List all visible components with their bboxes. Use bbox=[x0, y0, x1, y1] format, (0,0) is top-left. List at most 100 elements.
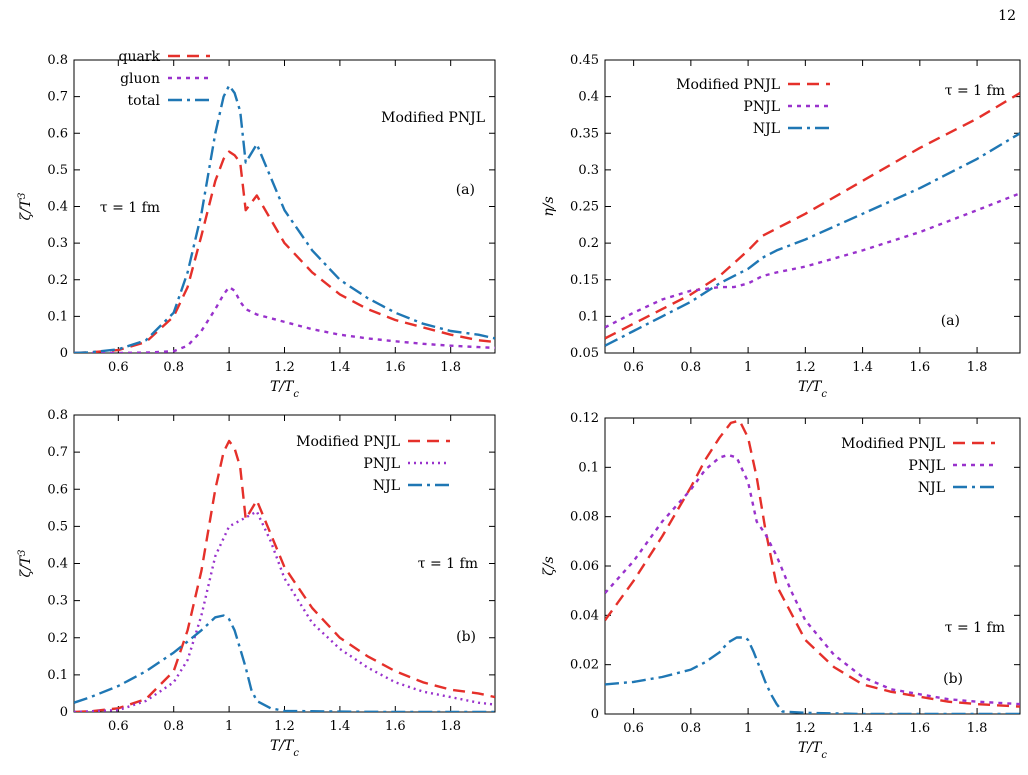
x-tick-label: 1.6 bbox=[909, 360, 930, 375]
legend-label: total bbox=[127, 93, 160, 109]
y-tick-label: 0 bbox=[60, 705, 68, 720]
annotation: (b) bbox=[943, 671, 963, 687]
y-tick-label: 0.1 bbox=[47, 668, 68, 683]
y-tick-label: 0.1 bbox=[578, 309, 599, 324]
x-tick-label: 1.6 bbox=[385, 360, 406, 375]
x-tick-label: 1.2 bbox=[795, 721, 816, 736]
series-line-pnjl bbox=[605, 453, 1020, 706]
x-tick-label: 1.2 bbox=[795, 360, 816, 375]
series-line-quark bbox=[74, 150, 495, 353]
x-tick-label: 0.8 bbox=[681, 721, 702, 736]
x-tick-label: 1.2 bbox=[274, 719, 295, 734]
y-tick-label: 0.3 bbox=[47, 594, 68, 609]
legend-label: PNJL bbox=[743, 99, 780, 115]
x-tick-label: 1.4 bbox=[330, 719, 351, 734]
x-tick-label: 1.2 bbox=[274, 360, 295, 375]
x-axis-label: T/Tc bbox=[270, 379, 299, 400]
y-tick-label: 0.7 bbox=[47, 90, 68, 105]
y-tick-label: 0.2 bbox=[578, 236, 599, 251]
y-tick-label: 0.7 bbox=[47, 445, 68, 460]
y-tick-label: 0.3 bbox=[578, 163, 599, 178]
chart-tr: 0.6 0.8 1 1.2 1.4 1.6 1.8 0.05 0.1 0.15 0.2 0.25 0.3… bbox=[541, 53, 1021, 400]
y-tick-label: 0.8 bbox=[47, 408, 68, 423]
series-line-modified-pnjl bbox=[605, 91, 1020, 340]
y-tick-label: 0 bbox=[60, 346, 68, 361]
x-axis-label: T/Tc bbox=[798, 379, 827, 400]
y-tick-label: 0 bbox=[591, 707, 599, 722]
annotation: (a) bbox=[941, 313, 960, 329]
x-tick-label: 1 bbox=[225, 719, 233, 734]
x-tick-label: 0.8 bbox=[163, 360, 184, 375]
y-tick-label: 0.02 bbox=[570, 658, 599, 673]
legend-label: PNJL bbox=[363, 456, 400, 472]
y-tick-label: 0.5 bbox=[47, 519, 68, 534]
annotation: τ = 1 fm bbox=[100, 200, 160, 216]
x-tick-label: 1.6 bbox=[385, 719, 406, 734]
annotation: τ = 1 fm bbox=[418, 556, 478, 572]
y-tick-label: 0.4 bbox=[47, 557, 68, 572]
series-line-njl bbox=[605, 636, 1020, 714]
legend-label: NJL bbox=[753, 121, 780, 137]
x-tick-label: 1.4 bbox=[852, 360, 873, 375]
page-number: 12 bbox=[998, 8, 1016, 24]
series-line-modified-pnjl bbox=[605, 419, 1020, 708]
legend-label: Modified PNJL bbox=[296, 434, 400, 450]
annotation: τ = 1 fm bbox=[945, 83, 1005, 99]
x-tick-label: 1.4 bbox=[852, 721, 873, 736]
x-tick-label: 0.6 bbox=[623, 360, 644, 375]
legend-label: NJL bbox=[918, 480, 945, 496]
x-tick-label: 0.8 bbox=[163, 719, 184, 734]
x-tick-label: 1.8 bbox=[967, 360, 988, 375]
y-tick-label: 0.35 bbox=[570, 126, 599, 141]
chart-bl: 0.6 0.8 1 1.2 1.4 1.6 1.8 0 0.1 0.2 0.3 0.4 0.5 0.6 0.… bbox=[17, 408, 496, 759]
y-tick-label: 0.1 bbox=[578, 460, 599, 475]
y-tick-label: 0.45 bbox=[570, 53, 599, 68]
legend-label: Modified PNJL bbox=[841, 436, 945, 452]
y-tick-label: 0.1 bbox=[47, 309, 68, 324]
series-line-njl bbox=[605, 132, 1020, 347]
annotation: (b) bbox=[456, 629, 476, 645]
legend-label: gluon bbox=[120, 71, 160, 87]
y-tick-label: 0.6 bbox=[47, 482, 68, 497]
y-axis-label: ζ/T3 bbox=[17, 549, 35, 577]
x-tick-label: 1.8 bbox=[440, 360, 461, 375]
series-line-gluon bbox=[74, 285, 495, 353]
series-line-modified-pnjl bbox=[74, 439, 495, 712]
x-tick-label: 1 bbox=[225, 360, 233, 375]
y-tick-label: 0.8 bbox=[47, 53, 68, 68]
annotation: τ = 1 fm bbox=[945, 620, 1005, 636]
chart-tl: 0.6 0.8 1 1.2 1.4 1.6 1.8 0 0.1 0.2 0.3 0.4 0.5 0.6 0.… bbox=[17, 49, 496, 400]
y-tick-label: 0.4 bbox=[578, 90, 599, 105]
x-tick-label: 1.6 bbox=[909, 721, 930, 736]
y-tick-label: 0.05 bbox=[570, 346, 599, 361]
x-axis-label: T/Tc bbox=[270, 738, 299, 759]
series-line-pnjl bbox=[605, 192, 1020, 329]
x-tick-label: 0.8 bbox=[681, 360, 702, 375]
y-tick-label: 0.06 bbox=[570, 559, 599, 574]
y-axis-label: ζ/T3 bbox=[17, 192, 35, 220]
series-line-pnjl bbox=[74, 510, 495, 712]
y-tick-label: 0.6 bbox=[47, 126, 68, 141]
legend-label: PNJL bbox=[908, 458, 945, 474]
x-axis-label: T/Tc bbox=[798, 740, 827, 761]
x-tick-label: 0.6 bbox=[108, 719, 129, 734]
x-tick-label: 0.6 bbox=[623, 721, 644, 736]
legend-label: Modified PNJL bbox=[676, 77, 780, 93]
y-tick-label: 0.25 bbox=[570, 200, 599, 215]
y-tick-label: 0.2 bbox=[47, 631, 68, 646]
annotation: Modified PNJL bbox=[381, 110, 485, 126]
y-tick-label: 0.5 bbox=[47, 163, 68, 178]
y-tick-label: 0.3 bbox=[47, 236, 68, 251]
x-tick-label: 1.4 bbox=[330, 360, 351, 375]
x-tick-label: 0.6 bbox=[108, 360, 129, 375]
x-tick-label: 1 bbox=[744, 721, 752, 736]
y-axis-label: ζ/s bbox=[541, 556, 557, 576]
legend-label: quark bbox=[118, 49, 160, 65]
y-tick-label: 0.2 bbox=[47, 273, 68, 288]
y-tick-label: 0.15 bbox=[570, 273, 599, 288]
y-tick-label: 0.08 bbox=[570, 510, 599, 525]
plot-frame bbox=[604, 417, 1021, 715]
series-line-njl bbox=[74, 614, 495, 712]
legend-label: NJL bbox=[373, 478, 400, 494]
